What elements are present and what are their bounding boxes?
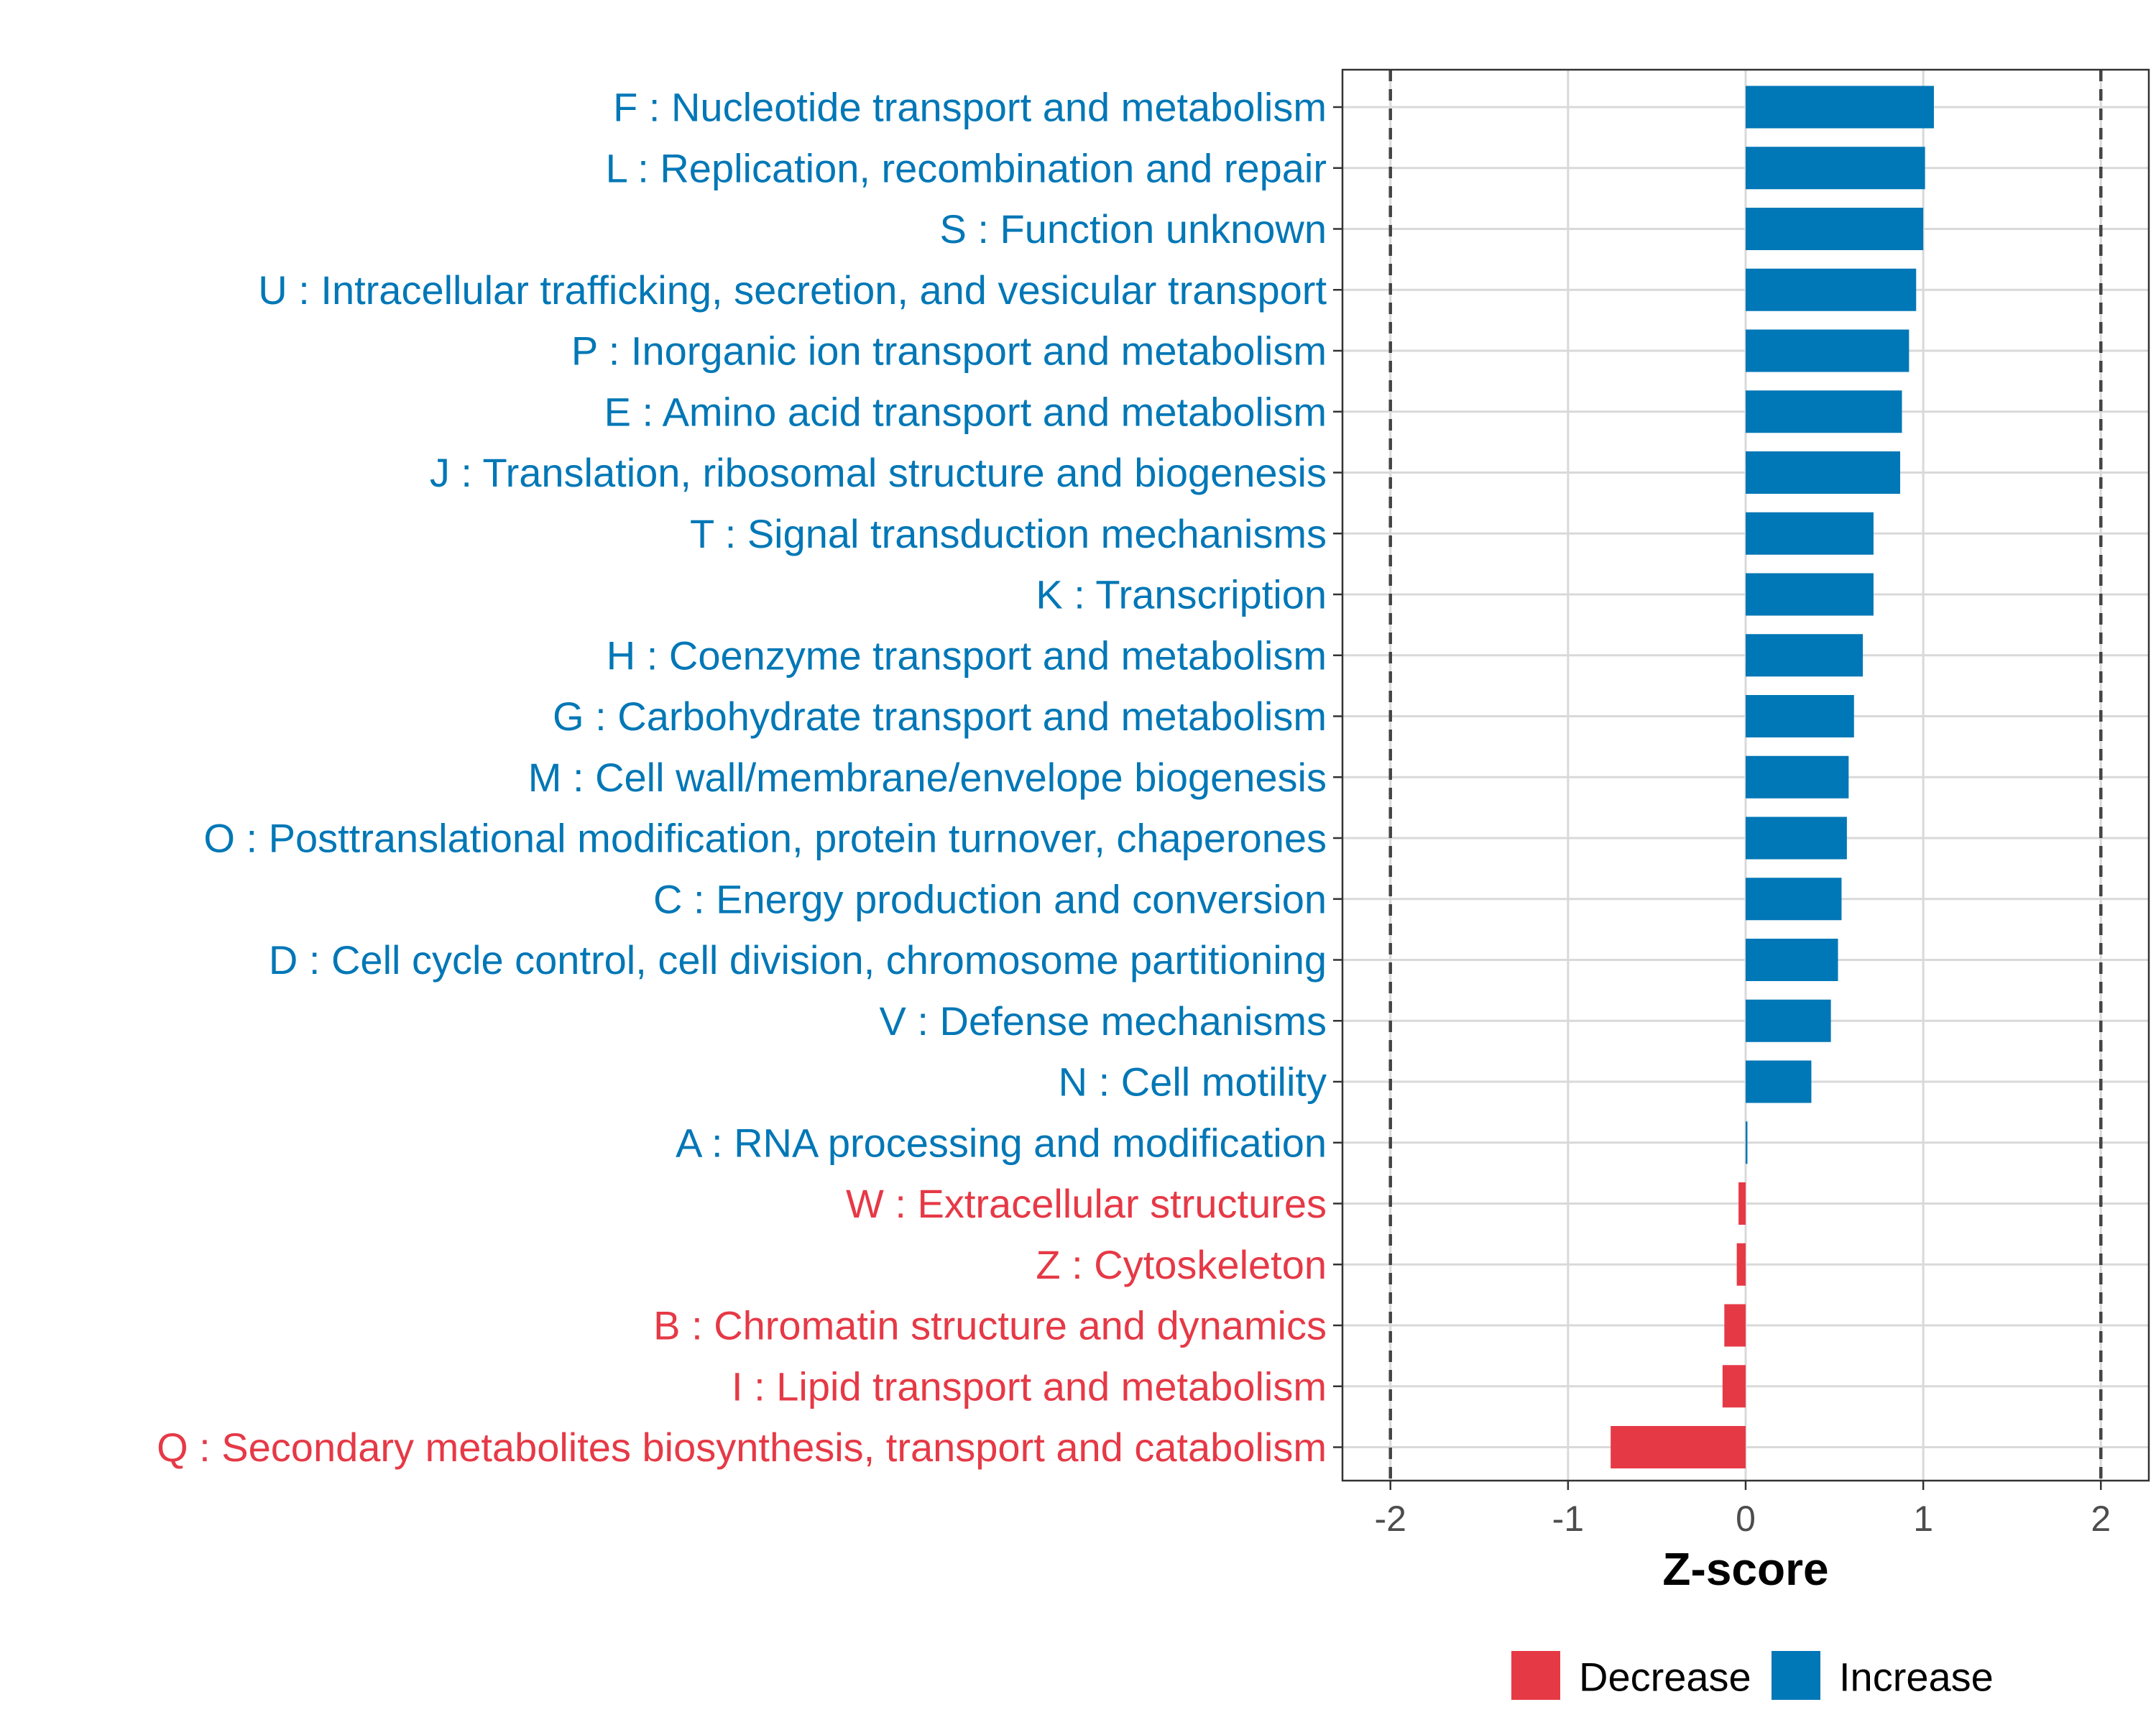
category-label: B : Chromatin structure and dynamics	[653, 1303, 1327, 1348]
category-label: U : Intracellular trafficking, secretion…	[258, 267, 1327, 313]
legend-label-decrease: Decrease	[1579, 1655, 1751, 1700]
x-axis-ticks: -2 -1 0 1 2	[1374, 1481, 2111, 1539]
bar	[1746, 147, 1925, 190]
bar	[1724, 1304, 1746, 1347]
category-label: L : Replication, recombination and repai…	[606, 145, 1327, 190]
category-label: C : Energy production and conversion	[653, 876, 1327, 921]
category-label: I : Lipid transport and metabolism	[732, 1363, 1327, 1409]
category-label: G : Carbohydrate transport and metabolis…	[553, 694, 1327, 739]
category-label: Z : Cytoskeleton	[1036, 1242, 1327, 1287]
bar	[1611, 1426, 1746, 1468]
category-label: A : RNA processing and modification	[676, 1120, 1327, 1165]
reference-lines	[1388, 70, 2103, 1481]
x-tick-label: 0	[1736, 1499, 1756, 1539]
category-label: S : Function unknown	[939, 206, 1327, 252]
bar	[1746, 390, 1902, 433]
category-label: H : Coenzyme transport and metabolism	[607, 632, 1327, 678]
bar	[1746, 451, 1901, 494]
bar	[1746, 939, 1838, 981]
category-label: P : Inorganic ion transport and metaboli…	[571, 328, 1327, 374]
category-label: D : Cell cycle control, cell division, c…	[269, 937, 1327, 983]
x-tick-label: -2	[1374, 1499, 1406, 1539]
bar	[1746, 329, 1909, 372]
category-label: N : Cell motility	[1059, 1059, 1327, 1105]
bar	[1738, 1182, 1746, 1225]
bar	[1746, 999, 1831, 1042]
category-label: K : Transcription	[1036, 572, 1327, 617]
bar	[1746, 878, 1842, 921]
legend-label-increase: Increase	[1839, 1655, 1994, 1700]
category-label: F : Nucleotide transport and metabolism	[613, 85, 1327, 130]
y-axis-category-labels: F : Nucleotide transport and metabolism L…	[157, 85, 1327, 1471]
bar	[1746, 755, 1849, 799]
bar	[1746, 634, 1864, 677]
x-tick-label: 2	[2091, 1499, 2111, 1539]
legend-swatch-increase	[1772, 1651, 1820, 1700]
bar	[1746, 1060, 1812, 1103]
bar	[1746, 512, 1874, 555]
bar	[1746, 695, 1854, 737]
category-label: M : Cell wall/membrane/envelope biogenes…	[528, 755, 1327, 800]
category-label: V : Defense mechanisms	[880, 998, 1327, 1044]
bars	[1611, 86, 1934, 1468]
bar	[1722, 1365, 1746, 1408]
x-tick-label: -1	[1552, 1499, 1584, 1539]
category-label: J : Translation, ribosomal structure and…	[430, 450, 1327, 495]
x-tick-label: 1	[1913, 1499, 1933, 1539]
x-axis-title: Z-score	[1662, 1543, 1828, 1595]
category-label: W : Extracellular structures	[846, 1181, 1327, 1226]
bar	[1746, 86, 1934, 129]
legend-swatch-decrease	[1511, 1651, 1560, 1700]
category-label: O : Posttranslational modification, prot…	[203, 816, 1327, 861]
category-label: E : Amino acid transport and metabolism	[604, 389, 1327, 434]
y-axis-ticks	[1333, 106, 1342, 1448]
bar	[1736, 1243, 1746, 1286]
bar	[1746, 208, 1924, 250]
legend: Decrease Increase	[1511, 1651, 1994, 1700]
bar	[1746, 268, 1917, 311]
category-label: T : Signal transduction mechanisms	[690, 511, 1327, 556]
bar	[1746, 1121, 1748, 1164]
category-label: Q : Secondary metabolites biosynthesis, …	[157, 1425, 1327, 1470]
bar	[1746, 573, 1874, 616]
bar	[1746, 816, 1847, 860]
